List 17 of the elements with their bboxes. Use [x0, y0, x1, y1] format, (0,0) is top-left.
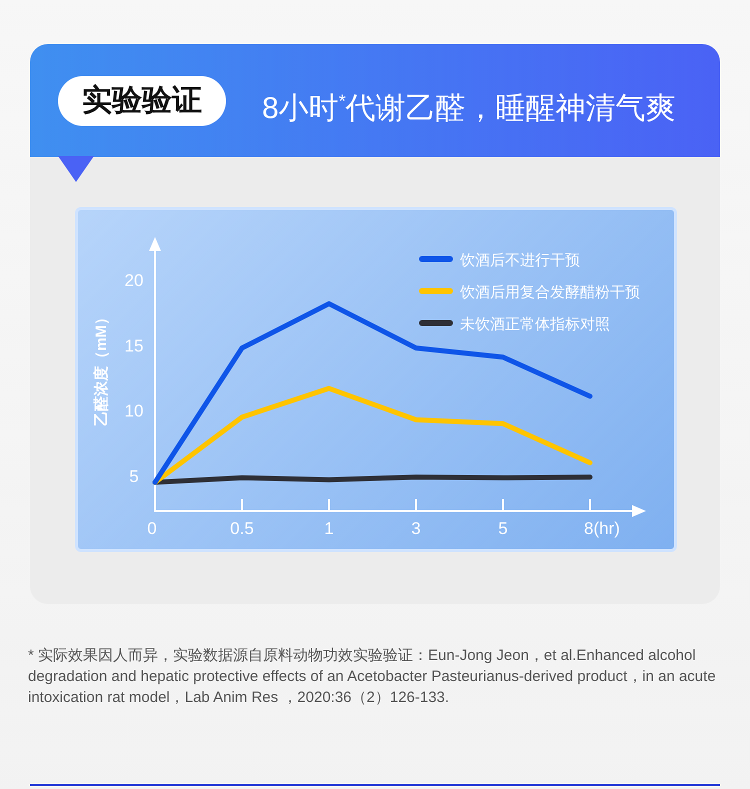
text: * 实际效果因人而异，实验数据源自原料动物功效实验验证：Eun-Jong Jeon，et al.Enhanced alcohol degradation and hepatic protective effects of an Acetobacter Pasteurianus-derived product，in an acute intoxication rat model，Lab Anim Res ，2020:36（2）126-133. [28, 646, 717, 708]
x-tick-label: 3 [411, 519, 421, 538]
x-tick-label: 1 [324, 519, 334, 538]
chart-title: 实验验证 [58, 76, 226, 126]
legend-label: 饮酒后用复合发酵醋粉干预 [459, 284, 640, 301]
x-tick-label: 0.5 [230, 519, 254, 538]
y-tick-label: 15 [124, 336, 144, 356]
legend-label: 饮酒后不进行干预 [459, 252, 580, 269]
y-tick-label: 20 [124, 271, 144, 290]
x-tick-label: 5 [498, 519, 508, 538]
x-tick-label: 0 [147, 519, 157, 538]
chart-subtitle: 8小时$^{*}$代谢乙醛，睡醒神清气爽 [262, 90, 676, 127]
y-tick-label: 5 [129, 466, 139, 486]
x-tick-label: 8(hr) [584, 519, 620, 538]
legend-label: 未饮酒正常体指标对照 [460, 316, 610, 333]
y-axis-title: 乙醛浓度（mM） [92, 310, 110, 426]
y-tick-label: 10 [124, 402, 144, 421]
